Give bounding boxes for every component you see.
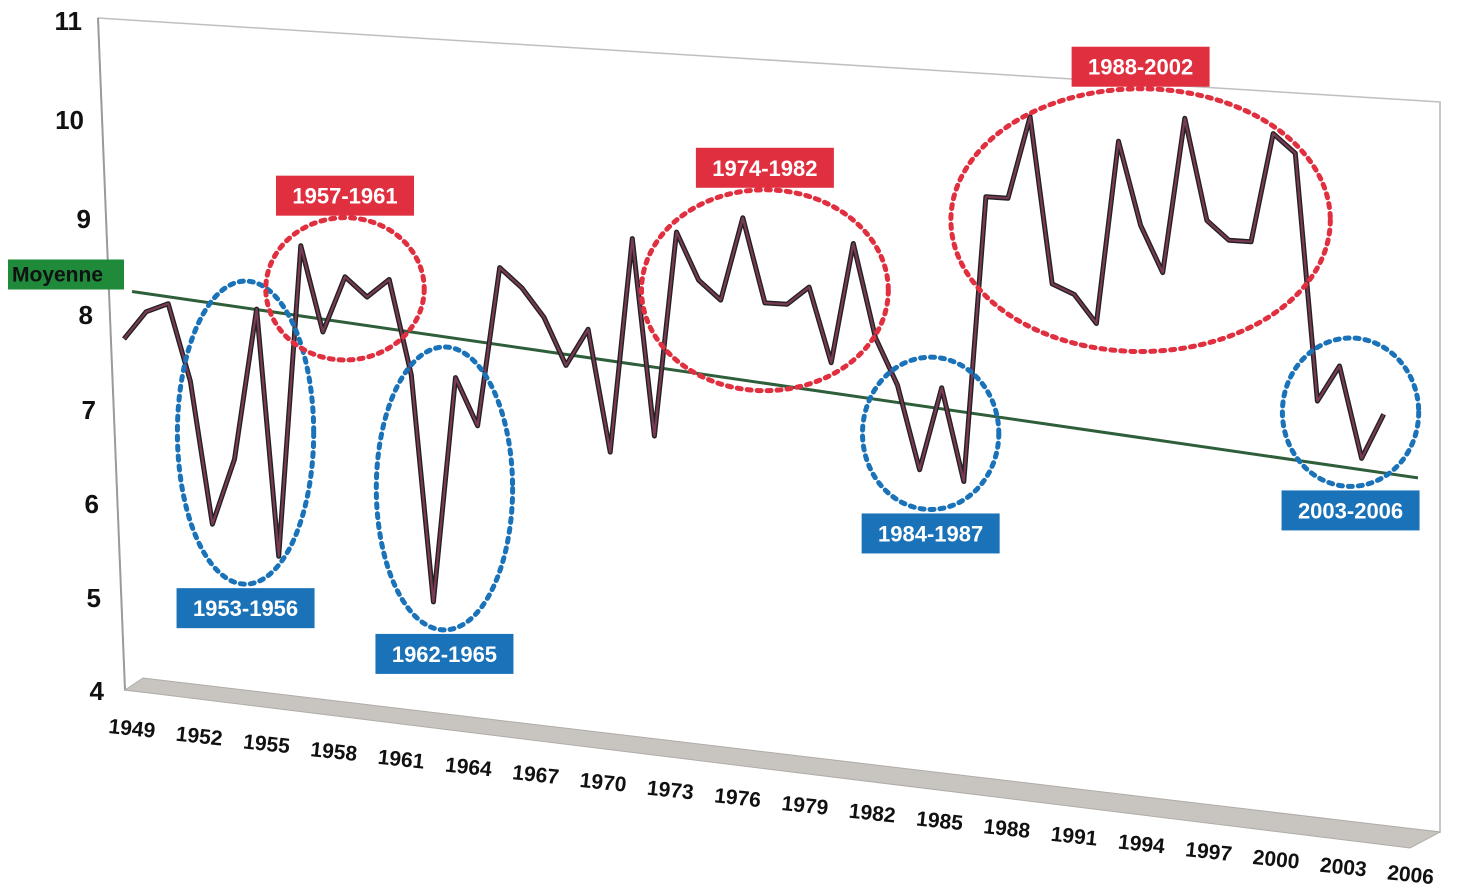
x-tick-label: 1991: [1050, 823, 1099, 851]
x-tick-label: 1985: [915, 807, 964, 835]
period-ellipse: [948, 86, 1333, 355]
x-tick-label: 1952: [175, 723, 224, 751]
y-axis-line: [97, 17, 126, 691]
x-tick-label: 1967: [511, 761, 560, 789]
period-label-background: [276, 175, 414, 216]
x-tick-label: 1997: [1184, 838, 1233, 866]
x-tick-label: 1982: [848, 800, 897, 828]
y-axis-ticks: 4 5 6 7 8 9 10 11: [55, 6, 105, 706]
x-tick-label: 1973: [646, 777, 695, 805]
period-ellipse: [860, 354, 1002, 512]
period-label: 1984-1987: [878, 521, 983, 546]
x-tick-label: 2006: [1386, 861, 1435, 889]
moyenne-label-background: [8, 259, 124, 290]
period-ellipse: [263, 215, 427, 363]
x-tick-label: 1964: [444, 754, 493, 782]
period-label: 1957-1961: [292, 184, 397, 209]
series-line: [123, 115, 1385, 603]
period-ellipse: [174, 278, 317, 587]
moyenne-label: Moyenne: [12, 264, 103, 287]
period-label-background: [1071, 46, 1210, 87]
chart-plot-frame: [97, 17, 1442, 849]
period-label: 1962-1965: [392, 642, 497, 667]
y-tick-label: 4: [90, 676, 105, 706]
x-tick-label: 1949: [107, 715, 156, 743]
x-tick-label: 1979: [780, 792, 829, 820]
x-axis-ticks: 1949 1952 1955 1958 1961 1964 1967 1970 1973 1976…: [107, 715, 1435, 889]
x-tick-label: 1994: [1117, 831, 1166, 859]
x-tick-label: 1955: [242, 730, 291, 758]
x-tick-label: 1976: [713, 784, 762, 812]
y-tick-label: 10: [55, 105, 84, 135]
period-label: 1974-1982: [712, 156, 817, 181]
data-series: [122, 114, 1386, 605]
period-ellipse: [373, 344, 516, 633]
period-label-background: [176, 588, 315, 629]
y-tick-label: 5: [87, 583, 101, 613]
x-tick-label: 1970: [579, 769, 628, 797]
x-tick-label: 1961: [377, 746, 426, 774]
y-tick-label: 6: [85, 489, 99, 519]
moyenne-trend: Moyenne: [8, 259, 1419, 480]
period-ellipse: [1279, 335, 1422, 489]
period-ellipses: [174, 86, 1422, 633]
period-labels: 1953-1956 1957-1961 1962-1965 1974-1982 1984…: [176, 46, 1420, 674]
period-label: 1953-1956: [193, 596, 298, 621]
x-tick-label: 2003: [1319, 854, 1368, 882]
moyenne-trend-line: [131, 290, 1419, 480]
y-tick-label: 11: [55, 6, 83, 36]
x-tick-label: 1958: [309, 738, 358, 766]
x-tick-label: 2000: [1252, 846, 1301, 874]
y-tick-label: 8: [79, 300, 93, 330]
period-label: 1988-2002: [1088, 55, 1193, 80]
period-label-background: [1281, 490, 1420, 531]
y-tick-label: 7: [82, 395, 96, 425]
y-tick-label: 9: [77, 204, 91, 234]
period-label: 2003-2006: [1298, 498, 1403, 523]
period-label-background: [695, 147, 834, 188]
period-ellipse: [639, 187, 891, 394]
period-label-background: [375, 633, 514, 674]
period-label-background: [861, 513, 1000, 554]
x-tick-label: 1988: [982, 815, 1031, 843]
